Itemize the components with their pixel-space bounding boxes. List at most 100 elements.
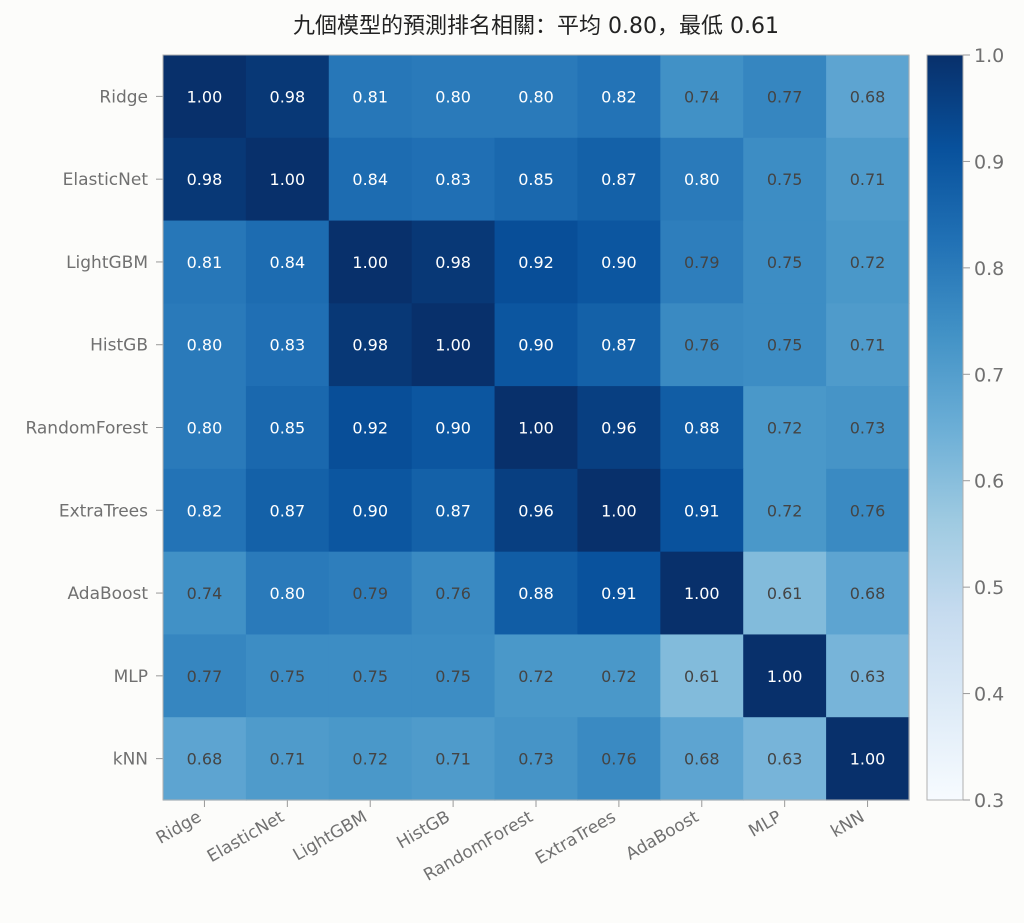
heatmap-cell — [163, 551, 247, 636]
cell-value-label: 0.91 — [601, 584, 637, 603]
cell-value-label: 0.79 — [684, 253, 720, 272]
heatmap-cell — [660, 55, 744, 139]
cell-value-label: 0.84 — [352, 170, 388, 189]
cell-value-label: 0.76 — [684, 336, 720, 355]
cell-value-label: 1.00 — [352, 253, 388, 272]
cell-value-label: 0.71 — [435, 750, 471, 769]
cell-value-label: 0.72 — [518, 667, 554, 686]
heatmap-cell — [163, 717, 247, 801]
heatmap-cell — [494, 220, 579, 304]
cell-value-label: 0.90 — [435, 419, 471, 438]
y-tick-label: ExtraTrees — [59, 501, 148, 521]
cell-value-label: 0.72 — [352, 750, 388, 769]
heatmap-cell — [328, 468, 413, 553]
x-tick-label: ElasticNet — [204, 807, 288, 867]
heatmap-cell — [743, 551, 827, 636]
colorbar-tick-label: 0.7 — [974, 364, 1004, 386]
cell-value-label: 0.81 — [187, 253, 223, 272]
cell-value-label: 0.72 — [601, 667, 637, 686]
cell-value-label: 1.00 — [601, 501, 637, 520]
heatmap-cell — [826, 137, 910, 222]
cell-value-label: 0.85 — [270, 419, 306, 438]
colorbar-ticks: 0.3 0.4 0.5 0.6 0.7 0.8 0.9 1.0 — [963, 45, 1004, 812]
x-tick-label: Ridge — [153, 807, 205, 849]
cell-value-label: 1.00 — [518, 419, 554, 438]
y-tick-label: RandomForest — [25, 419, 148, 439]
heatmap-cell — [577, 137, 661, 222]
heatmap-cell — [660, 137, 744, 222]
x-tick-label: HistGB — [393, 807, 453, 853]
cell-value-label: 0.75 — [767, 170, 803, 189]
cell-value-label: 0.98 — [270, 87, 306, 106]
heatmap-cell — [328, 55, 413, 139]
heatmap-cell — [826, 220, 910, 304]
cell-value-label: 0.87 — [435, 501, 471, 520]
colorbar-tick-label: 1.0 — [974, 45, 1004, 67]
cell-value-label: 0.98 — [435, 253, 471, 272]
colorbar-tick-label: 0.3 — [974, 790, 1004, 812]
heatmap-cell — [494, 634, 579, 718]
heatmap-cell — [577, 220, 661, 304]
y-axis-labels: Ridge ElasticNet LightGBM HistGB RandomFores… — [25, 87, 163, 770]
cell-value-label: 0.88 — [518, 584, 554, 603]
heatmap-cell — [411, 137, 496, 222]
heatmap-cell — [494, 137, 579, 222]
heatmap-cell — [163, 386, 247, 470]
cell-value-label: 0.82 — [601, 87, 637, 106]
cell-value-label: 1.00 — [767, 667, 803, 686]
heatmap-cell — [826, 468, 910, 553]
cell-value-label: 0.74 — [684, 87, 720, 106]
cell-value-label: 0.68 — [850, 584, 886, 603]
cell-value-label: 1.00 — [684, 584, 720, 603]
heatmap-cell — [411, 551, 496, 636]
cell-value-label: 0.77 — [767, 87, 803, 106]
colorbar-tick-label: 0.9 — [974, 151, 1004, 173]
heatmap-cell — [577, 634, 661, 718]
y-tick-label: Ridge — [99, 87, 148, 107]
x-tick-label: LightGBM — [290, 807, 371, 865]
cell-value-label: 0.80 — [684, 170, 720, 189]
cell-value-label: 0.92 — [352, 419, 388, 438]
heatmap-cell — [743, 303, 827, 387]
heatmap-frame — [162, 54, 910, 801]
cell-value-label: 0.85 — [518, 170, 554, 189]
cell-value-label: 0.71 — [850, 336, 886, 355]
heatmap-cell — [577, 468, 661, 553]
cell-value-label: 0.81 — [352, 87, 388, 106]
cell-value-label: 0.61 — [684, 667, 720, 686]
heatmap-cell — [826, 551, 910, 636]
cell-value-label: 0.77 — [187, 667, 223, 686]
heatmap-cell — [245, 55, 330, 139]
cell-value-label: 0.87 — [601, 336, 637, 355]
cell-value-label: 0.88 — [684, 419, 720, 438]
colorbar-tick-label: 0.8 — [974, 258, 1004, 280]
cell-value-label: 0.98 — [187, 170, 223, 189]
heatmap-cell — [163, 468, 247, 553]
heatmap-cell — [660, 468, 744, 553]
heatmap-cell — [743, 634, 827, 718]
heatmap-cell — [328, 386, 413, 470]
heatmap-cell — [328, 137, 413, 222]
cell-value-label: 0.72 — [767, 501, 803, 520]
colorbar — [926, 54, 964, 801]
heatmap-cell — [494, 303, 579, 387]
heatmap-cell — [577, 303, 661, 387]
cell-value-label: 0.68 — [850, 87, 886, 106]
heatmap-cell — [163, 634, 247, 718]
cell-value-label: 0.80 — [270, 584, 306, 603]
cell-value-label: 0.71 — [270, 750, 306, 769]
heatmap-cell — [411, 55, 496, 139]
heatmap-cell — [743, 137, 827, 222]
cell-value-label: 0.83 — [270, 336, 306, 355]
heatmap-cell — [660, 717, 744, 801]
chart-title: 九個模型的預測排名相關：平均 0.80，最低 0.61 — [293, 14, 779, 39]
heatmap-cell — [577, 386, 661, 470]
y-tick-label: HistGB — [90, 336, 148, 356]
heatmap-cell — [577, 551, 661, 636]
heatmap-cell — [328, 220, 413, 304]
cell-value-label: 0.75 — [352, 667, 388, 686]
y-tick-label: LightGBM — [66, 253, 148, 273]
y-tick-label: AdaBoost — [67, 584, 148, 604]
y-tick-label: MLP — [114, 667, 148, 687]
colorbar-tick-label: 0.4 — [974, 684, 1004, 706]
